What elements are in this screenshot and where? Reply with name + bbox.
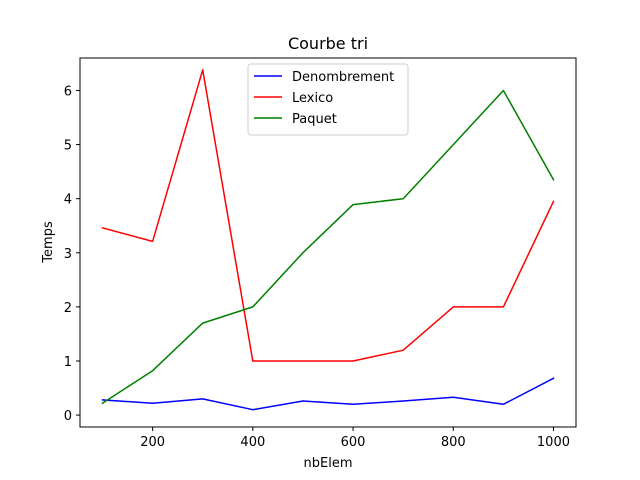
y-tick-label: 6	[64, 84, 72, 99]
chart-title: Courbe tri	[288, 34, 368, 53]
y-tick-label: 3	[64, 247, 72, 262]
plot-area	[101, 69, 555, 411]
series-line-paquet	[101, 89, 555, 405]
x-tick-label: 600	[341, 435, 366, 450]
series-line-lexico	[101, 69, 555, 362]
legend-box	[247, 63, 409, 136]
y-axis-label: Temps	[41, 221, 56, 264]
series-line-denombrement	[101, 377, 555, 411]
x-tick-label: 1000	[537, 435, 570, 450]
x-tick-label: 800	[441, 435, 466, 450]
y-tick-label: 0	[64, 409, 72, 424]
legend-label-lexico: Lexico	[292, 91, 333, 106]
x-axis-label: nbElem	[304, 456, 353, 471]
plot-frame	[79, 57, 577, 428]
y-axis: 0 1 2 3 4 5 6	[64, 84, 80, 424]
legend-label-paquet: Paquet	[292, 112, 337, 127]
y-tick-label: 1	[64, 355, 72, 370]
x-axis: 200 400 600 800 1000	[140, 427, 570, 450]
x-tick-label: 200	[140, 435, 165, 450]
x-tick-label: 400	[240, 435, 265, 450]
y-tick-label: 5	[64, 139, 72, 154]
legend-label-denombrement: Denombrement	[292, 70, 394, 85]
legend: Denombrement Lexico Paquet	[247, 63, 409, 136]
y-tick-label: 2	[64, 301, 72, 316]
y-tick-label: 4	[64, 193, 72, 208]
